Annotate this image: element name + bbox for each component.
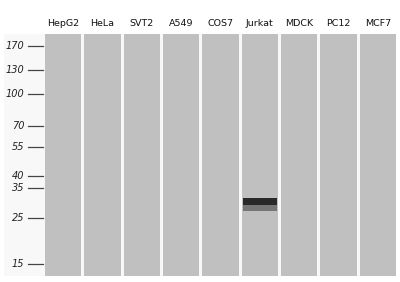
Text: 100: 100	[6, 89, 24, 99]
Bar	[243, 198, 276, 205]
Text: 15: 15	[12, 259, 24, 268]
Text: 70: 70	[12, 121, 24, 131]
Bar	[320, 34, 357, 276]
Text: 35: 35	[12, 183, 24, 193]
Text: HepG2: HepG2	[47, 19, 79, 28]
Text: COS7: COS7	[208, 19, 234, 28]
Bar	[84, 34, 121, 276]
Text: 55: 55	[12, 142, 24, 152]
Text: Jurkat: Jurkat	[246, 19, 274, 28]
Text: 40: 40	[12, 171, 24, 181]
Bar	[202, 34, 239, 276]
Text: HeLa: HeLa	[90, 19, 114, 28]
Bar	[45, 34, 396, 276]
Bar	[124, 34, 160, 276]
Bar	[45, 34, 81, 276]
Bar	[243, 205, 276, 211]
Text: 25: 25	[12, 213, 24, 223]
Bar	[163, 34, 199, 276]
Text: A549: A549	[169, 19, 194, 28]
Text: 170: 170	[6, 41, 24, 51]
Text: 130: 130	[6, 65, 24, 75]
Text: MDCK: MDCK	[285, 19, 313, 28]
Text: MCF7: MCF7	[365, 19, 391, 28]
Bar	[360, 34, 396, 276]
Bar	[242, 34, 278, 276]
Text: PC12: PC12	[326, 19, 351, 28]
Text: SVT2: SVT2	[130, 19, 154, 28]
Bar	[281, 34, 317, 276]
